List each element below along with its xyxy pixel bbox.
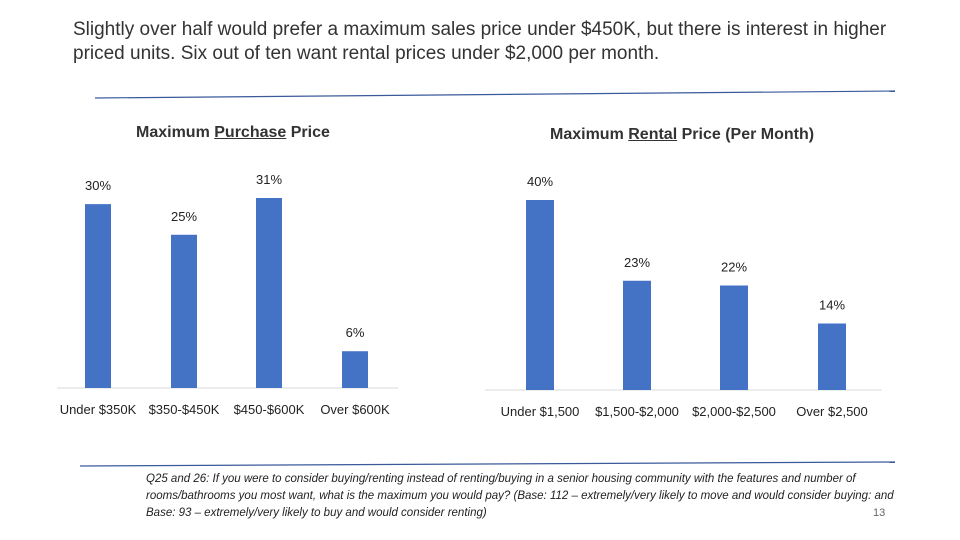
purchase-chart-title: Maximum Purchase Price <box>136 124 330 142</box>
purchase-category-label-3: $450-$600K <box>234 402 305 417</box>
purchase-data-label-2: 25% <box>171 209 197 224</box>
rental-data-label-4: 14% <box>819 298 845 313</box>
rental-title-underlined: Rental <box>628 126 678 143</box>
rental-bar-2 <box>623 280 651 390</box>
rental-bar-1 <box>526 200 554 390</box>
rental-bar-4 <box>818 323 846 390</box>
rental-chart-title: Maximum Rental Price (Per Month) <box>550 126 814 144</box>
purchase-title-underlined: Purchase <box>214 124 287 141</box>
purchase-title-prefix: Maximum <box>136 124 215 141</box>
purchase-data-label-3: 31% <box>256 172 282 187</box>
rental-data-label-2: 23% <box>624 255 650 270</box>
purchase-category-label-4: Over $600K <box>320 402 390 417</box>
rental-data-label-1: 40% <box>527 174 553 189</box>
rental-title-suffix: Price (Per Month) <box>677 126 815 143</box>
footnote: Q25 and 26: If you were to consider buyi… <box>146 473 894 519</box>
rental-data-label-3: 22% <box>721 260 747 275</box>
rental-category-label-2: $1,500-$2,000 <box>595 404 679 419</box>
page-headline: Slightly over half would prefer a maximu… <box>73 19 887 64</box>
purchase-bar-4 <box>342 351 368 388</box>
rental-bar-3 <box>720 285 748 390</box>
purchase-data-label-4: 6% <box>346 325 365 340</box>
page-number: 13 <box>873 507 886 519</box>
purchase-bar-1 <box>85 204 111 388</box>
purchase-bar-3 <box>256 198 282 388</box>
purchase-data-label-1: 30% <box>85 178 111 193</box>
bottom-divider-line <box>79 461 896 467</box>
purchase-category-label-2: $350-$450K <box>149 402 220 417</box>
purchase-category-label-1: Under $350K <box>60 402 137 417</box>
rental-category-label-4: Over $2,500 <box>796 404 868 419</box>
rental-title-prefix: Maximum <box>550 126 629 143</box>
rental-category-label-1: Under $1,500 <box>501 404 580 419</box>
top-divider-line <box>94 90 896 99</box>
purchase-title-suffix: Price <box>286 124 330 141</box>
rental-category-label-3: $2,000-$2,500 <box>692 404 776 419</box>
purchase-bar-2 <box>171 234 197 388</box>
